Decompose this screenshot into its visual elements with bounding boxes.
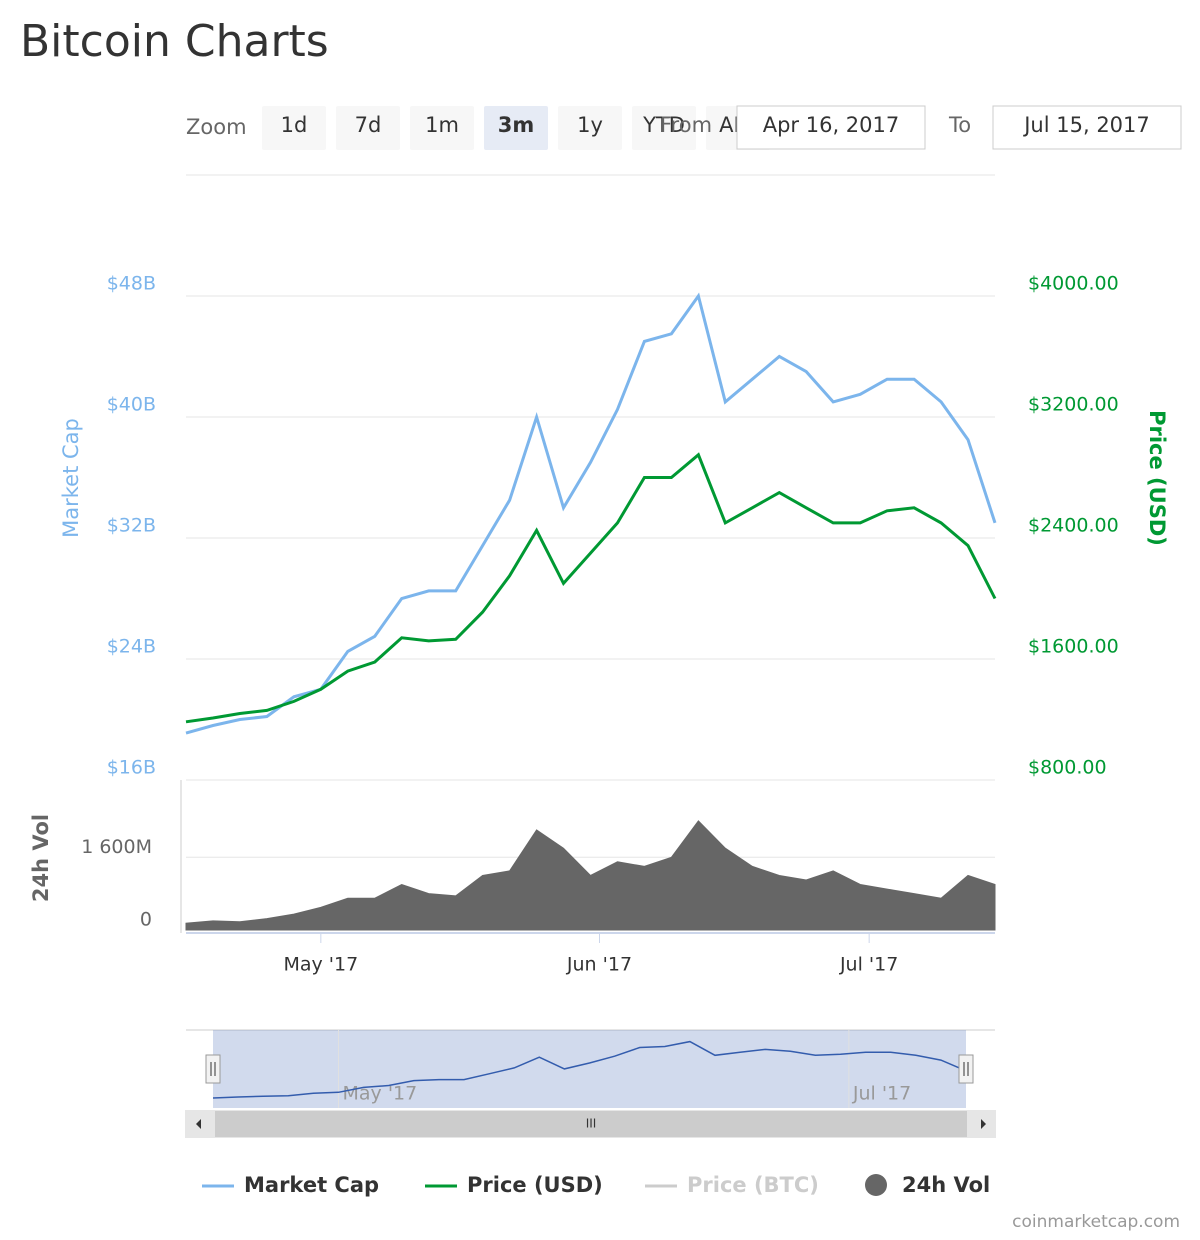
zoom-button-label[interactable]: 1m bbox=[425, 113, 459, 137]
from-value[interactable]: Apr 16, 2017 bbox=[763, 113, 900, 137]
zoom-button[interactable] bbox=[410, 106, 474, 150]
y2-tick-label: $2400.00 bbox=[1028, 515, 1119, 537]
zoom-button-label[interactable]: 1d bbox=[281, 113, 308, 137]
legend-symbol[interactable] bbox=[865, 1174, 887, 1196]
from-label: From bbox=[660, 113, 712, 137]
y2-axis-title: Price (USD) bbox=[1145, 410, 1169, 546]
y2-tick-label: $3200.00 bbox=[1028, 394, 1119, 416]
zoom-button[interactable] bbox=[262, 106, 326, 150]
vol-tick-label: 1 600M bbox=[81, 836, 152, 858]
y-tick-label: $32B bbox=[107, 515, 156, 537]
zoom-button[interactable] bbox=[558, 106, 622, 150]
y2-tick-label: $1600.00 bbox=[1028, 636, 1119, 658]
navigator-line bbox=[212, 1040, 967, 1099]
y-tick-label: $40B bbox=[107, 394, 156, 416]
scrollbar-grip: III bbox=[586, 1117, 597, 1131]
from-input[interactable] bbox=[736, 105, 926, 150]
series-line bbox=[185, 292, 997, 735]
scroll-left[interactable] bbox=[196, 1119, 201, 1129]
zoom-button-label[interactable]: 1y bbox=[577, 113, 603, 137]
to-input[interactable] bbox=[992, 105, 1182, 150]
zoom-button[interactable] bbox=[484, 106, 548, 150]
zoom-button[interactable] bbox=[632, 106, 696, 150]
x-tick-label: May '17 bbox=[283, 954, 358, 976]
y-axis-title: Market Cap bbox=[59, 418, 83, 538]
navigator-handle[interactable] bbox=[205, 1054, 221, 1084]
to-value[interactable]: Jul 15, 2017 bbox=[1022, 113, 1150, 137]
zoom-button-label[interactable]: 3m bbox=[498, 113, 535, 137]
x-tick-label: Jun '17 bbox=[566, 954, 632, 976]
y-tick-label: $24B bbox=[107, 636, 156, 658]
zoom-button[interactable] bbox=[336, 106, 400, 150]
navigator-handle[interactable] bbox=[958, 1054, 974, 1084]
vol-tick-label: 0 bbox=[140, 909, 152, 931]
zoom-button-label[interactable]: YTD bbox=[642, 113, 685, 137]
y2-tick-label: $800.00 bbox=[1028, 757, 1107, 779]
scrollbar-thumb[interactable] bbox=[215, 1111, 967, 1137]
legend-label[interactable]: 24h Vol bbox=[902, 1173, 990, 1197]
navigator-label: Jul '17 bbox=[852, 1083, 911, 1105]
legend-label[interactable]: Market Cap bbox=[244, 1173, 379, 1197]
y2-tick-label: $4000.00 bbox=[1028, 273, 1119, 295]
page-title: Bitcoin Charts bbox=[20, 16, 329, 67]
to-label: To bbox=[948, 113, 971, 137]
zoom-button-label[interactable]: 7d bbox=[355, 113, 382, 137]
series-line bbox=[185, 452, 997, 724]
zoom-label: Zoom bbox=[186, 115, 247, 139]
vol-axis-title: 24h Vol bbox=[29, 814, 53, 902]
scroll-right[interactable] bbox=[981, 1119, 986, 1129]
legend-label[interactable]: Price (BTC) bbox=[687, 1173, 819, 1197]
legend-label[interactable]: Price (USD) bbox=[467, 1173, 603, 1197]
x-tick-label: Jul '17 bbox=[839, 954, 898, 976]
volume-area bbox=[185, 820, 996, 931]
y-tick-label: $16B bbox=[107, 757, 156, 779]
credit[interactable]: coinmarketcap.com bbox=[1012, 1212, 1180, 1232]
y-tick-label: $48B bbox=[107, 273, 156, 295]
